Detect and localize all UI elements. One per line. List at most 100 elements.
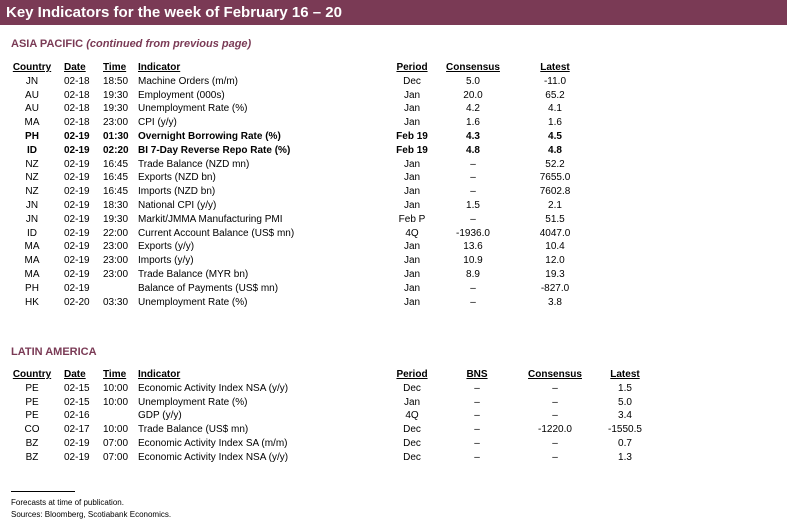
cell-time: 02:20 — [103, 144, 129, 156]
section-title-latam: LATIN AMERICA — [11, 346, 97, 358]
cell-country: PE — [25, 410, 39, 422]
footnote-sources: Sources: Bloomberg, Scotiabank Economics… — [11, 510, 172, 519]
cell-consensus: 5.0 — [466, 75, 480, 87]
cell-date: 02-19 — [64, 213, 90, 225]
cell-latest: 5.0 — [618, 396, 632, 408]
table-row: ID 02-19 22:00 Current Account Balance (US$… — [0, 227, 787, 240]
cell-indicator: Unemployment Rate (%) — [138, 103, 248, 115]
cell-date: 02-19 — [64, 186, 90, 198]
cell-indicator: Economic Activity Index SA (m/m) — [138, 438, 288, 449]
cell-bns: – — [474, 424, 480, 436]
cell-date: 02-19 — [64, 144, 90, 156]
cell-period: Dec — [403, 438, 421, 449]
cell-country: MA — [24, 241, 40, 253]
cell-consensus: 4.8 — [466, 144, 480, 156]
col-header-latest: Latest — [540, 62, 570, 73]
cell-consensus: 20.0 — [463, 89, 483, 101]
cell-latest: 1.5 — [618, 382, 632, 394]
cell-country: JN — [25, 213, 39, 225]
cell-time: 19:30 — [103, 103, 129, 115]
col-header-bns: BNS — [466, 369, 488, 380]
page-title: Key Indicators for the week of February … — [0, 0, 787, 25]
cell-latest: 51.5 — [545, 213, 565, 225]
cell-time: 03:30 — [103, 296, 129, 308]
cell-period: 4Q — [405, 410, 419, 422]
cell-consensus: – — [470, 282, 476, 294]
cell-time: 18:50 — [103, 75, 129, 87]
cell-consensus: 8.9 — [466, 269, 480, 280]
cell-date: 02-19 — [64, 255, 90, 267]
cell-time: 01:30 — [103, 131, 129, 142]
cell-latest: 1.3 — [618, 451, 632, 463]
cell-date: 02-19 — [64, 269, 90, 280]
cell-date: 02-18 — [64, 103, 90, 115]
cell-indicator: Trade Balance (NZD mn) — [138, 158, 250, 170]
cell-indicator: Employment (000s) — [138, 89, 225, 101]
col-header-period: Period — [396, 369, 428, 380]
cell-period: Feb P — [398, 213, 426, 225]
cell-consensus: 4.2 — [466, 103, 480, 115]
col-header-indicator: Indicator — [138, 62, 181, 73]
cell-consensus: – — [552, 382, 558, 394]
cell-time: 23:00 — [103, 241, 129, 253]
cell-date: 02-18 — [64, 89, 90, 101]
cell-indicator: Machine Orders (m/m) — [138, 75, 239, 87]
cell-time: 18:30 — [103, 200, 129, 211]
section-title-latam-text: LATIN AMERICA — [11, 346, 97, 358]
cell-period: Feb 19 — [396, 144, 428, 156]
cell-indicator: CPI (y/y) — [138, 117, 177, 129]
cell-time: 07:00 — [103, 451, 129, 463]
cell-latest: 7655.0 — [539, 172, 571, 184]
cell-country: MA — [24, 269, 40, 280]
cell-country: BZ — [25, 438, 39, 449]
cell-country: PH — [25, 131, 39, 142]
cell-date: 02-19 — [64, 241, 90, 253]
col-header-period: Period — [396, 62, 428, 73]
cell-time: 10:00 — [103, 396, 129, 408]
cell-period: Jan — [403, 103, 421, 115]
cell-indicator: Trade Balance (US$ mn) — [138, 424, 249, 436]
cell-country: ID — [27, 227, 37, 239]
cell-consensus: -1220.0 — [538, 424, 572, 436]
cell-indicator: Imports (NZD bn) — [138, 186, 216, 198]
cell-consensus: – — [552, 451, 558, 463]
cell-indicator: Economic Activity Index NSA (y/y) — [138, 382, 289, 394]
cell-indicator: Balance of Payments (US$ mn) — [138, 282, 279, 294]
cell-period: Jan — [403, 89, 421, 101]
cell-period: Dec — [403, 75, 421, 87]
cell-period: Jan — [403, 158, 421, 170]
cell-consensus: – — [552, 396, 558, 408]
cell-country: PE — [25, 396, 39, 408]
table-row: PE 02-15 10:00 Unemployment Rate (%) Jan – – 5.… — [0, 396, 787, 409]
cell-consensus: – — [470, 296, 476, 308]
cell-time: 22:00 — [103, 227, 129, 239]
section-title-asia: ASIA PACIFIC (continued from previous pa… — [11, 38, 251, 50]
footnote-forecasts: Forecasts at time of publication. — [11, 498, 124, 507]
cell-date: 02-15 — [64, 396, 90, 408]
col-header-consensus: Consensus — [528, 369, 582, 380]
cell-latest: 19.3 — [545, 269, 565, 280]
cell-bns: – — [474, 410, 480, 422]
cell-latest: 2.1 — [548, 200, 562, 211]
table-row: AU 02-18 19:30 Employment (000s) Jan 20.0 65.2 — [0, 89, 787, 102]
table-row: PE 02-15 10:00 Economic Activity Index NSA … — [0, 382, 787, 395]
table-row: MA 02-19 23:00 Exports (y/y) Jan 13.6 10.4 — [0, 240, 787, 253]
cell-indicator: BI 7-Day Reverse Repo Rate (%) — [138, 144, 291, 156]
table-row: NZ 02-19 16:45 Trade Balance (NZD mn) Jan – 52… — [0, 158, 787, 171]
cell-indicator: Unemployment Rate (%) — [138, 296, 248, 308]
cell-time: 16:45 — [103, 158, 129, 170]
table-row: JN 02-19 18:30 National CPI (y/y) Jan 1.5 2.1 — [0, 199, 787, 212]
cell-latest: 4.8 — [548, 144, 562, 156]
cell-consensus: – — [552, 410, 558, 422]
cell-bns: – — [474, 438, 480, 449]
cell-time: 07:00 — [103, 438, 129, 449]
cell-country: BZ — [25, 451, 39, 463]
cell-bns: – — [474, 382, 480, 394]
cell-latest: 0.7 — [618, 438, 632, 449]
cell-country: NZ — [25, 186, 39, 198]
table-row: MA 02-19 23:00 Trade Balance (MYR bn) Jan 8.9… — [0, 268, 787, 281]
cell-date: 02-19 — [64, 282, 90, 294]
cell-country: NZ — [25, 172, 39, 184]
cell-latest: -827.0 — [540, 282, 570, 294]
cell-period: Dec — [403, 382, 421, 394]
